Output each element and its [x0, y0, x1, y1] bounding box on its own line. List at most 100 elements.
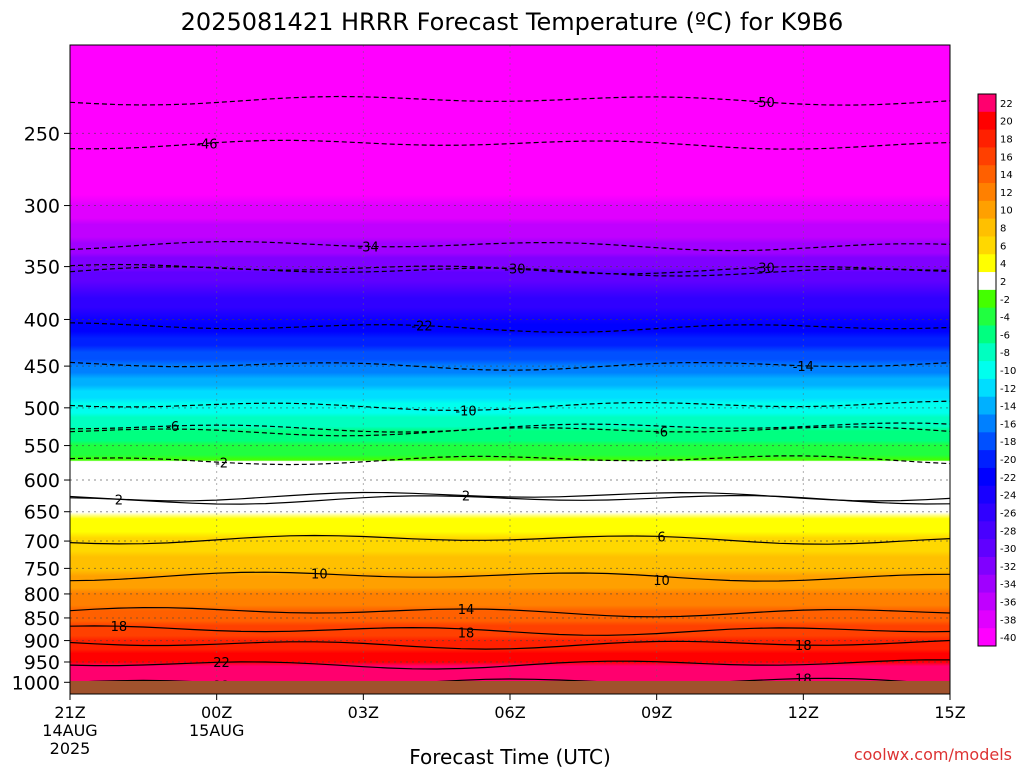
colorbar-swatch — [978, 218, 996, 237]
contour-line — [70, 639, 950, 650]
contour-line — [70, 571, 950, 582]
colorbar-label: 10 — [1000, 206, 1013, 217]
contour-label: 18 — [795, 639, 812, 654]
y-tick-label: 400 — [24, 309, 60, 331]
contour-line — [70, 426, 950, 437]
contour-label: -2 — [215, 456, 228, 471]
colorbar-swatch — [978, 592, 996, 611]
contour-line — [70, 422, 950, 433]
colorbar-label: 18 — [1000, 135, 1013, 146]
y-tick-label: 600 — [24, 470, 60, 492]
ground-layer — [70, 681, 950, 694]
colorbar-swatch — [978, 147, 996, 166]
contour-label: 10 — [311, 568, 328, 583]
colorbar-label: -4 — [1000, 313, 1010, 324]
x-tick-label: 15AUG — [189, 721, 244, 740]
contour-line — [70, 263, 950, 275]
colorbar-swatch — [978, 539, 996, 558]
colorbar-label: -24 — [1000, 491, 1016, 502]
colorbar-swatch — [978, 111, 996, 131]
contour-label: 18 — [111, 620, 128, 635]
x-tick-label: 12Z — [788, 703, 819, 722]
contour-label: -34 — [358, 241, 379, 256]
x-tick-label: 03Z — [348, 703, 379, 722]
x-tick-label: 15Z — [934, 703, 965, 722]
colorbar-label: -2 — [1000, 295, 1010, 306]
colorbar-label: -8 — [1000, 348, 1010, 359]
colorbar-swatch — [978, 200, 996, 220]
contour-line — [70, 625, 950, 636]
x-axis-label: Forecast Time (UTC) — [409, 745, 611, 768]
contour-label: -50 — [754, 96, 775, 111]
colorbar-label: -38 — [1000, 615, 1016, 626]
colorbar-swatch — [978, 414, 996, 433]
colorbar-label: 20 — [1000, 117, 1013, 128]
credit-link[interactable]: coolwx.com/models — [854, 745, 1012, 764]
x-tick-label: 14AUG — [42, 721, 97, 740]
colorbar-label: -20 — [1000, 455, 1016, 466]
colorbar-swatch — [978, 236, 996, 255]
colorbar-swatch — [978, 485, 996, 505]
contour-label: -46 — [196, 137, 217, 152]
colorbar-label: 4 — [1000, 259, 1006, 270]
contour-label: 14 — [458, 603, 475, 618]
colorbar-frame — [977, 93, 997, 647]
colorbar-swatch — [978, 289, 996, 309]
x-tick-label: 09Z — [641, 703, 672, 722]
contour-label: 18 — [458, 626, 475, 641]
colorbar-label: -32 — [1000, 562, 1016, 573]
contour-label: 10 — [653, 574, 670, 589]
y-tick-label: 700 — [24, 531, 60, 553]
x-tick-label: 06Z — [494, 703, 525, 722]
contour-line — [70, 322, 950, 333]
colorbar-label: -16 — [1000, 419, 1016, 430]
contour-label: 2 — [115, 493, 123, 508]
colorbar-swatch — [978, 183, 996, 202]
colorbar-swatch — [978, 94, 996, 113]
colorbar-label: 12 — [1000, 188, 1013, 199]
contour-label: -30 — [504, 262, 525, 277]
colorbar-swatch — [978, 307, 996, 326]
contour-line — [70, 361, 950, 371]
colorbar-swatch — [978, 432, 996, 451]
contour-line — [70, 400, 950, 412]
colorbar-label: 14 — [1000, 170, 1013, 181]
colorbar-label: -34 — [1000, 580, 1016, 591]
colorbar-swatch — [978, 556, 996, 576]
colorbar-swatch — [978, 450, 996, 469]
contour-label: -6 — [166, 420, 179, 435]
colorbar-label: 16 — [1000, 152, 1013, 163]
contour-line — [70, 534, 950, 545]
y-tick-label: 800 — [24, 584, 60, 606]
colorbar-swatch — [978, 129, 996, 148]
y-tick-label: 900 — [24, 631, 60, 653]
colorbar-swatch — [978, 396, 996, 416]
contour-line — [70, 95, 950, 106]
colorbar-label: -10 — [1000, 366, 1016, 377]
colorbar-label: 22 — [1000, 99, 1013, 110]
x-tick-label: 2025 — [50, 739, 91, 758]
colorbar-label: -40 — [1000, 633, 1016, 644]
contour-line — [70, 659, 950, 670]
colorbar-label: -12 — [1000, 384, 1016, 395]
colorbar-label: 6 — [1000, 241, 1006, 252]
colorbar-label: -30 — [1000, 544, 1016, 555]
contour-label: -10 — [455, 404, 476, 419]
colorbar-swatch — [978, 574, 996, 594]
y-tick-label: 500 — [24, 398, 60, 420]
contour-label: -14 — [793, 360, 814, 375]
y-tick-label: 350 — [24, 257, 60, 279]
colorbar-swatch — [978, 272, 996, 291]
y-tick-label: 300 — [24, 196, 60, 218]
contour-label: 6 — [657, 530, 665, 545]
y-axis: 2503003504004505005506006507007508008509… — [12, 123, 70, 694]
colorbar-swatch — [978, 343, 996, 362]
contour-line — [70, 606, 950, 618]
contour-label: 2 — [462, 490, 470, 505]
colorbar-swatch — [978, 378, 996, 398]
colorbar-label: -28 — [1000, 526, 1016, 537]
x-tick-label: 21Z — [54, 703, 85, 722]
